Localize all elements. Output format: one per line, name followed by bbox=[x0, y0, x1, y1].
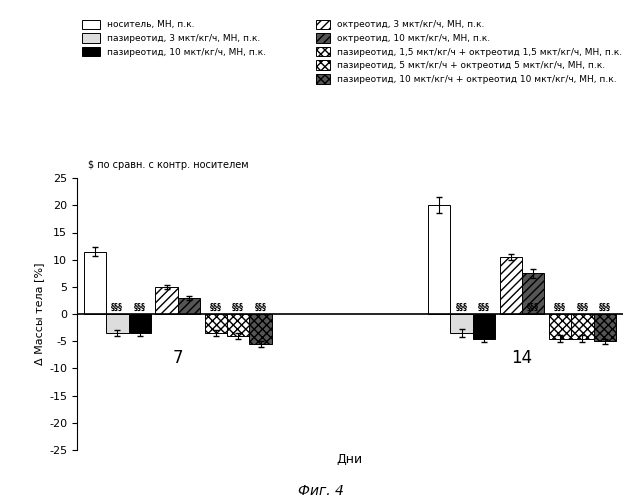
Text: §§§: §§§ bbox=[554, 303, 566, 312]
Text: §§§: §§§ bbox=[232, 303, 244, 312]
Y-axis label: Δ Массы тела [%]: Δ Массы тела [%] bbox=[33, 263, 44, 366]
Bar bbox=[571, 314, 594, 338]
Text: $ по сравн. с контр. носителем: $ по сравн. с контр. носителем bbox=[88, 160, 248, 170]
Bar bbox=[205, 314, 227, 333]
Text: §§§: §§§ bbox=[577, 303, 589, 312]
Bar bbox=[227, 314, 249, 336]
Text: §§§: §§§ bbox=[456, 303, 467, 312]
Bar bbox=[594, 314, 616, 341]
Text: §§§: §§§ bbox=[134, 303, 146, 312]
Bar bbox=[428, 206, 451, 314]
Bar bbox=[155, 287, 178, 314]
Text: §§§: §§§ bbox=[210, 303, 221, 312]
Bar bbox=[451, 314, 473, 333]
Bar bbox=[83, 252, 106, 314]
Text: §§§: §§§ bbox=[599, 303, 611, 312]
Bar bbox=[499, 257, 522, 314]
Text: 14: 14 bbox=[512, 348, 533, 366]
Legend: октреотид, 3 мкт/кг/ч, МН, п.к., октреотид, 10 мкт/кг/ч, МН, п.к., пазиреотид, 1: октреотид, 3 мкт/кг/ч, МН, п.к., октреот… bbox=[317, 20, 622, 84]
Text: §§§: §§§ bbox=[254, 303, 266, 312]
Bar bbox=[249, 314, 272, 344]
Bar bbox=[522, 274, 544, 314]
Bar bbox=[106, 314, 128, 333]
Text: Фиг. 4: Фиг. 4 bbox=[298, 484, 344, 498]
Text: §§§: §§§ bbox=[478, 303, 490, 312]
Text: §§§: §§§ bbox=[111, 303, 123, 312]
Bar bbox=[178, 298, 200, 314]
Text: 7: 7 bbox=[173, 348, 183, 366]
Text: §§§: §§§ bbox=[527, 303, 539, 312]
X-axis label: Дни: Дни bbox=[337, 453, 363, 466]
Bar bbox=[473, 314, 495, 338]
Bar bbox=[128, 314, 151, 333]
Bar bbox=[549, 314, 571, 338]
